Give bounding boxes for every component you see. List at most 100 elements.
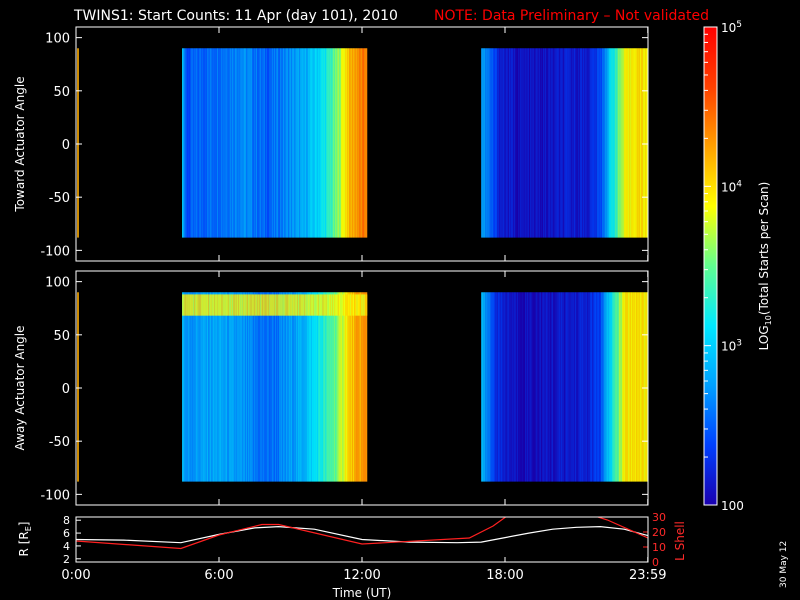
heatmap-column <box>611 48 613 238</box>
heatmap-column <box>338 48 340 238</box>
heatmap-column <box>328 48 330 238</box>
heatmap-column <box>334 48 336 238</box>
heatmap-column <box>639 292 641 482</box>
heatmap-band-cell <box>261 294 263 316</box>
heatmap-column <box>592 48 594 238</box>
heatmap-column <box>202 292 204 482</box>
heatmap-column <box>289 292 291 482</box>
heatmap-column <box>316 48 318 238</box>
heatmap-band-cell <box>310 294 312 316</box>
heatmap-band-cell <box>263 294 265 316</box>
heatmap-column <box>488 292 490 482</box>
heatmap-column <box>509 48 511 238</box>
heatmap-column <box>539 292 541 482</box>
heatmap-column <box>250 48 252 238</box>
heatmap-column <box>336 292 338 482</box>
heatmap-column <box>493 292 495 482</box>
heatmap-column <box>214 292 216 482</box>
heatmap-column <box>335 48 337 238</box>
heatmap-column <box>296 48 298 238</box>
heatmap-column <box>607 292 609 482</box>
heatmap-band-cell <box>259 294 261 316</box>
heatmap-column <box>226 292 228 482</box>
heatmap-column <box>495 292 497 482</box>
heatmap-band-cell <box>302 294 304 316</box>
heatmap-band-cell <box>234 294 236 316</box>
heatmap-column <box>605 48 607 238</box>
heatmap-band-cell <box>271 294 273 316</box>
heatmap-band-cell <box>187 294 189 316</box>
heatmap-column <box>361 48 363 238</box>
heatmap-band-cell <box>182 294 184 316</box>
heatmap-column <box>540 48 542 238</box>
heatmap-band-cell <box>255 294 257 316</box>
heatmap-band-cell <box>211 294 213 316</box>
heatmap-column <box>354 292 356 482</box>
heatmap-column <box>190 292 192 482</box>
heatmap-column <box>609 48 611 238</box>
heatmap-column <box>353 292 355 482</box>
heatmap-band-cell <box>291 294 293 316</box>
y-tick-label: 0 <box>62 382 70 397</box>
heatmap-column <box>323 48 325 238</box>
heatmap-column <box>619 292 621 482</box>
heatmap-column <box>337 292 339 482</box>
heatmap-band-cell <box>320 294 322 316</box>
heatmap-column <box>308 292 310 482</box>
heatmap-column <box>320 48 322 238</box>
heatmap-column <box>556 48 558 238</box>
heatmap-column <box>208 292 210 482</box>
heatmap-column <box>510 292 512 482</box>
heatmap-band-cell <box>318 294 320 316</box>
heatmap-column <box>639 48 641 238</box>
heatmap-column <box>353 48 355 238</box>
heatmap-column <box>285 48 287 238</box>
heatmap-column <box>302 292 304 482</box>
heatmap-column <box>568 48 570 238</box>
heatmap-band-cell <box>256 294 258 316</box>
heatmap-column <box>571 48 573 238</box>
heatmap-column <box>293 292 295 482</box>
heatmap-band-cell <box>191 294 193 316</box>
heatmap-column <box>538 48 540 238</box>
date-stamp: 30 May 12 <box>779 541 789 588</box>
preliminary-note: NOTE: Data Preliminary – Not validated <box>434 8 709 24</box>
heatmap-band-cell <box>244 294 246 316</box>
heatmap-column <box>601 292 603 482</box>
heatmap-column <box>211 292 213 482</box>
heatmap-band-cell <box>290 294 292 316</box>
heatmap-band-cell <box>210 294 212 316</box>
heatmap-column <box>600 48 602 238</box>
heatmap-column <box>186 48 188 238</box>
heatmap-column <box>354 48 356 238</box>
heatmap-column <box>497 48 499 238</box>
heatmap-column <box>550 48 552 238</box>
heatmap-column <box>200 48 202 238</box>
heatmap-column <box>247 292 249 482</box>
heatmap-column <box>557 48 559 238</box>
heatmap-column <box>205 292 207 482</box>
time-tick-label: 18:00 <box>486 568 523 583</box>
heatmap-band-cell <box>363 294 365 316</box>
heatmap-band-cell <box>301 294 303 316</box>
y-tick-label: 0 <box>62 138 70 153</box>
heatmap-column <box>240 48 242 238</box>
y-tick-label: 50 <box>53 85 70 100</box>
heatmap-column <box>557 292 559 482</box>
heatmap-column <box>509 292 511 482</box>
heatmap-column <box>577 292 579 482</box>
heatmap-column <box>199 48 201 238</box>
heatmap-column <box>531 292 533 482</box>
heatmap-column <box>632 292 634 482</box>
heatmap-column <box>328 292 330 482</box>
heatmap-column <box>295 292 297 482</box>
heatmap-column <box>552 48 554 238</box>
heatmap-column <box>363 292 365 482</box>
heatmap-column <box>602 292 604 482</box>
heatmap-column <box>209 292 211 482</box>
heatmap-band-cell <box>305 294 307 316</box>
y-tick-label: 100 <box>45 276 70 291</box>
heatmap-band-cell <box>351 294 353 316</box>
heatmap-column <box>288 292 290 482</box>
